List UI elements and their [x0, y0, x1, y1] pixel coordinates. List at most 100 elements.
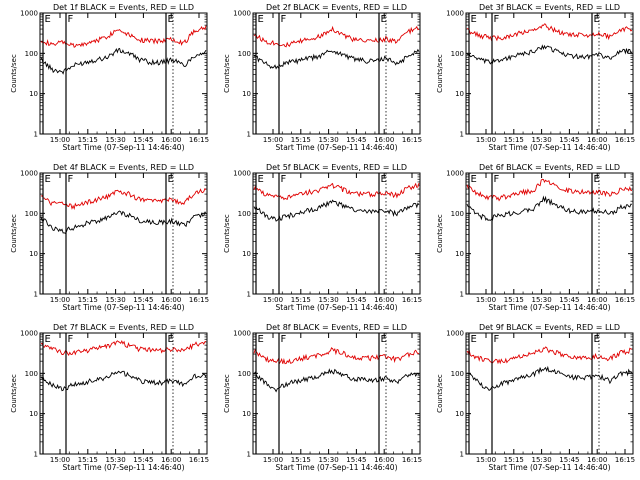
x-tick-label: 15:45	[133, 456, 153, 464]
y-axis-label: Counts/sec	[436, 374, 444, 413]
y-tick-label: 100	[25, 210, 38, 218]
event-marker-label: F	[68, 14, 74, 25]
y-tick-label: 100	[238, 370, 251, 378]
x-tick-label: 15:30	[532, 456, 552, 464]
panel-title: Det 7f BLACK = Events, RED = LLD	[53, 323, 194, 332]
x-tick-label: 16:00	[587, 136, 607, 144]
event-marker-label: E	[471, 14, 477, 25]
x-tick-label: 15:00	[50, 136, 70, 144]
x-tick-label: 15:00	[476, 296, 496, 304]
y-tick-label: 1000	[20, 10, 38, 18]
detector-panel: 1 10 100 1000 15:00 15:15 15:30 15:45 16:00 16:15…	[223, 163, 422, 312]
detector-panel: 1 10 100 1000 15:00 15:15 15:30 15:45 16:00 16:15…	[10, 3, 209, 152]
detector-panel: 1 10 100 1000 15:00 15:15 15:30 15:45 16:00 16:15…	[436, 3, 635, 152]
x-tick-label: 15:30	[106, 296, 126, 304]
y-tick-label: 1000	[233, 10, 251, 18]
x-tick-label: 15:45	[559, 456, 579, 464]
y-axis-label: Counts/sec	[223, 54, 231, 93]
x-tick-label: 15:45	[559, 296, 579, 304]
x-tick-label: 15:30	[532, 136, 552, 144]
x-tick-label: 15:00	[476, 456, 496, 464]
x-tick-label: 15:45	[346, 456, 366, 464]
x-tick-label: 15:45	[133, 296, 153, 304]
x-tick-label: 16:15	[615, 136, 635, 144]
event-marker-label: E	[594, 174, 600, 185]
y-tick-label: 100	[238, 210, 251, 218]
x-tick-label: 15:00	[50, 456, 70, 464]
plot-frame	[39, 332, 208, 455]
lld-series-line	[40, 25, 207, 48]
x-axis-label: Start Time (07-Sep-11 14:46:40)	[63, 143, 185, 152]
panel-title: Det 9f BLACK = Events, RED = LLD	[479, 323, 620, 332]
x-tick-label: 15:15	[504, 296, 524, 304]
x-tick-label: 15:30	[106, 456, 126, 464]
x-tick-label: 15:30	[532, 296, 552, 304]
panel-title: Det 5f BLACK = Events, RED = LLD	[266, 163, 407, 172]
y-axis-label: Counts/sec	[10, 54, 18, 93]
x-tick-label: 15:15	[504, 136, 524, 144]
y-tick-label: 1	[34, 131, 38, 139]
y-tick-label: 100	[25, 50, 38, 58]
panel-title: Det 4f BLACK = Events, RED = LLD	[53, 163, 194, 172]
event-marker-label: E	[471, 174, 477, 185]
event-marker-label: F	[68, 334, 74, 345]
events-series-line	[40, 47, 207, 75]
x-tick-label: 16:15	[615, 456, 635, 464]
x-tick-label: 15:15	[78, 296, 98, 304]
events-series-line	[466, 365, 633, 391]
y-tick-label: 1	[460, 291, 464, 299]
panel-title: Det 8f BLACK = Events, RED = LLD	[266, 323, 407, 332]
lld-series-line	[466, 346, 633, 365]
event-marker-label: F	[281, 174, 287, 185]
plot-frame	[252, 172, 421, 295]
x-tick-label: 15:30	[106, 136, 126, 144]
y-tick-label: 1000	[446, 330, 464, 338]
y-tick-label: 1000	[20, 170, 38, 178]
x-tick-label: 15:15	[504, 456, 524, 464]
x-axis-label: Start Time (07-Sep-11 14:46:40)	[63, 303, 185, 312]
lld-series-line	[253, 182, 420, 201]
plot-frame	[252, 12, 421, 135]
detector-panel: 1 10 100 1000 15:00 15:15 15:30 15:45 16:00 16:15…	[223, 3, 422, 152]
x-tick-label: 15:00	[263, 136, 283, 144]
y-tick-label: 100	[451, 50, 464, 58]
y-tick-label: 100	[451, 370, 464, 378]
y-axis-label: Counts/sec	[10, 374, 18, 413]
event-marker-label: E	[168, 14, 174, 25]
lld-series-line	[466, 23, 633, 42]
y-axis-label: Counts/sec	[10, 214, 18, 253]
events-series-line	[253, 199, 420, 222]
y-tick-label: 10	[455, 410, 464, 418]
x-tick-label: 15:30	[319, 296, 339, 304]
lld-series-line	[466, 178, 632, 202]
y-tick-label: 10	[242, 90, 251, 98]
x-tick-label: 15:45	[559, 136, 579, 144]
y-tick-label: 10	[29, 250, 38, 258]
x-tick-label: 16:15	[615, 296, 635, 304]
x-tick-label: 16:15	[402, 296, 422, 304]
x-tick-label: 15:30	[319, 136, 339, 144]
panel-title: Det 1f BLACK = Events, RED = LLD	[53, 3, 194, 12]
event-marker-label: F	[494, 174, 500, 185]
plot-frame	[465, 332, 634, 455]
events-series-line	[40, 210, 207, 235]
x-tick-label: 16:00	[587, 456, 607, 464]
event-marker-label: E	[381, 334, 387, 345]
y-tick-label: 10	[29, 90, 38, 98]
x-tick-label: 15:15	[78, 456, 98, 464]
events-series-line	[466, 195, 633, 221]
lld-series-line	[253, 347, 420, 365]
x-tick-label: 15:30	[319, 456, 339, 464]
x-axis-label: Start Time (07-Sep-11 14:46:40)	[276, 303, 398, 312]
x-tick-label: 15:15	[291, 456, 311, 464]
plot-frame	[39, 12, 208, 135]
event-marker-label: E	[168, 174, 174, 185]
y-tick-label: 10	[242, 250, 251, 258]
y-tick-label: 1	[247, 451, 251, 459]
events-series-line	[253, 48, 420, 70]
event-marker-label: F	[494, 14, 500, 25]
y-tick-label: 1	[247, 291, 251, 299]
event-marker-label: E	[45, 334, 51, 345]
plot-frame	[252, 332, 421, 455]
x-tick-label: 15:45	[133, 136, 153, 144]
